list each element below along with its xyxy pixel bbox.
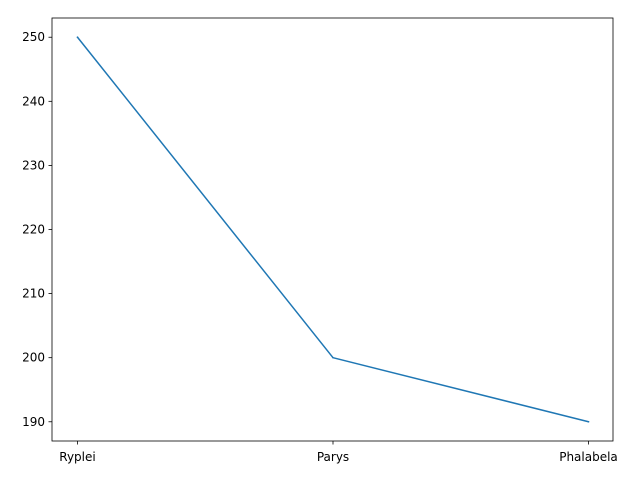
data-point-0-1 [332, 356, 334, 359]
y-tick-label: 250 [22, 30, 45, 44]
x-tick-label: Phalabela [559, 450, 618, 464]
y-tick-label: 200 [22, 351, 45, 365]
y-tick-label: 220 [22, 223, 45, 237]
x-tick-label: Parys [317, 450, 349, 464]
y-tick-label: 190 [22, 415, 45, 429]
y-tick-label: 240 [22, 94, 45, 108]
y-tick-label: 210 [22, 287, 45, 301]
data-point-0-0 [76, 36, 79, 39]
plot-area: 190 200 210 220 230 240 250 Ryplei Parys Phalabel… [22, 17, 618, 464]
data-point-0-2 [587, 420, 590, 423]
y-tick-label: 230 [22, 158, 45, 172]
x-tick-label: Ryplei [59, 450, 95, 464]
